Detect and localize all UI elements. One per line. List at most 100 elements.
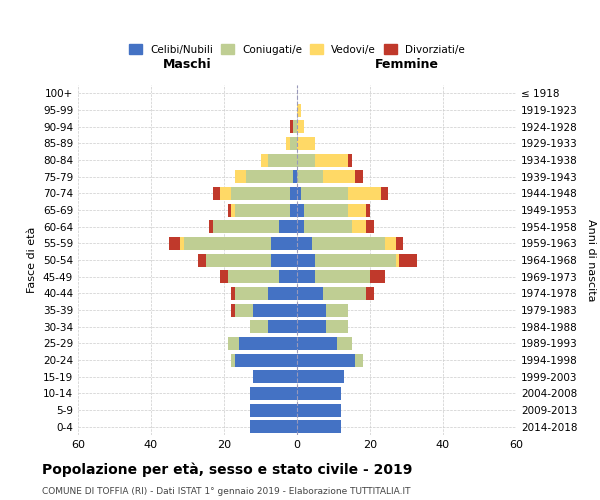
Bar — [227, 204, 232, 216]
Bar — [268, 287, 297, 300]
Bar — [271, 254, 297, 266]
Text: Maschi: Maschi — [163, 58, 212, 71]
Bar — [232, 287, 235, 300]
Bar — [297, 320, 326, 333]
Bar — [348, 187, 381, 200]
Legend: Celibi/Nubili, Coniugati/e, Vedovi/e, Divorziati/e: Celibi/Nubili, Coniugati/e, Vedovi/e, Di… — [126, 41, 468, 58]
Bar — [323, 170, 355, 183]
Bar — [326, 320, 348, 333]
Bar — [213, 220, 279, 233]
Bar — [304, 220, 352, 233]
Bar — [293, 170, 297, 183]
Bar — [206, 254, 271, 266]
Bar — [315, 270, 370, 283]
Bar — [297, 354, 355, 366]
Bar — [297, 104, 301, 117]
Y-axis label: Fasce di età: Fasce di età — [28, 227, 37, 293]
Bar — [290, 204, 297, 216]
Bar — [260, 154, 268, 166]
Bar — [227, 270, 279, 283]
Bar — [304, 204, 348, 216]
Bar — [271, 237, 297, 250]
Bar — [232, 304, 235, 316]
Bar — [279, 220, 297, 233]
Text: Femmine: Femmine — [374, 58, 439, 71]
Bar — [220, 270, 227, 283]
Bar — [326, 304, 348, 316]
Bar — [199, 254, 206, 266]
Bar — [367, 204, 370, 216]
Bar — [348, 154, 352, 166]
Bar — [293, 120, 297, 133]
Bar — [355, 170, 362, 183]
Bar — [290, 187, 297, 200]
Bar — [250, 420, 297, 433]
Bar — [385, 237, 395, 250]
Bar — [395, 237, 403, 250]
Bar — [297, 287, 323, 300]
Bar — [381, 187, 388, 200]
Bar — [268, 154, 297, 166]
Bar — [297, 420, 341, 433]
Bar — [297, 237, 311, 250]
Bar — [232, 354, 235, 366]
Bar — [232, 187, 290, 200]
Bar — [315, 154, 348, 166]
Bar — [220, 187, 232, 200]
Bar — [235, 287, 268, 300]
Bar — [297, 137, 315, 150]
Bar — [348, 204, 367, 216]
Bar — [290, 120, 293, 133]
Bar — [290, 137, 297, 150]
Bar — [235, 204, 290, 216]
Bar — [355, 354, 362, 366]
Bar — [297, 154, 315, 166]
Text: Popolazione per età, sesso e stato civile - 2019: Popolazione per età, sesso e stato civil… — [42, 462, 412, 477]
Bar — [297, 187, 301, 200]
Bar — [352, 220, 367, 233]
Bar — [235, 304, 253, 316]
Bar — [184, 237, 271, 250]
Bar — [297, 370, 344, 383]
Y-axis label: Anni di nascita: Anni di nascita — [586, 219, 596, 301]
Bar — [180, 237, 184, 250]
Bar — [239, 337, 297, 350]
Bar — [227, 337, 239, 350]
Bar — [367, 220, 374, 233]
Bar — [279, 270, 297, 283]
Bar — [250, 404, 297, 416]
Bar — [297, 120, 304, 133]
Bar — [301, 187, 348, 200]
Bar — [367, 287, 374, 300]
Bar — [246, 170, 293, 183]
Text: COMUNE DI TOFFIA (RI) - Dati ISTAT 1° gennaio 2019 - Elaborazione TUTTITALIA.IT: COMUNE DI TOFFIA (RI) - Dati ISTAT 1° ge… — [42, 488, 410, 496]
Bar — [232, 204, 235, 216]
Bar — [395, 254, 399, 266]
Bar — [286, 137, 290, 150]
Bar — [323, 287, 367, 300]
Bar — [315, 254, 395, 266]
Bar — [297, 337, 337, 350]
Bar — [297, 254, 315, 266]
Bar — [297, 220, 304, 233]
Bar — [337, 337, 352, 350]
Bar — [253, 370, 297, 383]
Bar — [213, 187, 220, 200]
Bar — [250, 387, 297, 400]
Bar — [297, 404, 341, 416]
Bar — [250, 320, 268, 333]
Bar — [297, 270, 315, 283]
Bar — [297, 170, 323, 183]
Bar — [399, 254, 418, 266]
Bar — [268, 320, 297, 333]
Bar — [169, 237, 180, 250]
Bar — [370, 270, 385, 283]
Bar — [297, 204, 304, 216]
Bar — [253, 304, 297, 316]
Bar — [235, 354, 297, 366]
Bar — [297, 304, 326, 316]
Bar — [209, 220, 213, 233]
Bar — [235, 170, 246, 183]
Bar — [297, 387, 341, 400]
Bar — [311, 237, 385, 250]
